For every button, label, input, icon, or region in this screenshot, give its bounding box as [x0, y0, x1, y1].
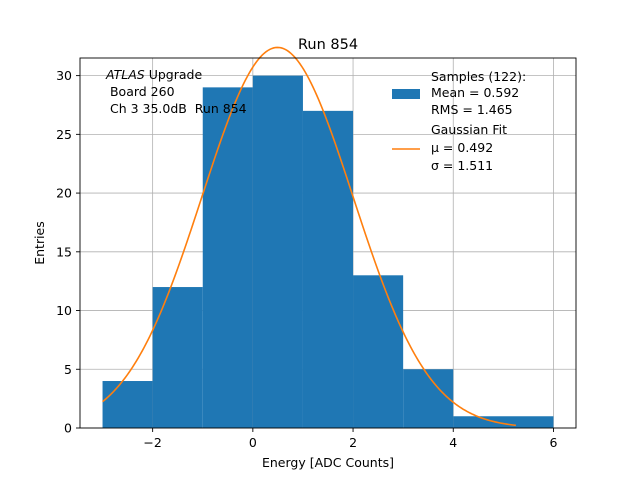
histogram-bar	[103, 381, 153, 428]
legend-samples-rms: RMS = 1.465	[431, 102, 513, 117]
x-tick-label: −2	[143, 435, 161, 450]
histogram-chart: Run 854 −2 0 2 4 6 0 5 10 15 20 25 30 Energy [ADC …	[0, 0, 640, 480]
y-tick-label: 10	[56, 303, 72, 318]
y-axis-label: Entries	[32, 221, 47, 265]
x-tick-label: 6	[549, 435, 557, 450]
annotation-line-2: Board 260	[106, 84, 175, 99]
legend-fit-title: Gaussian Fit	[431, 122, 507, 137]
histogram-bar	[303, 111, 353, 428]
histogram-bar	[403, 369, 453, 428]
y-tick-label: 20	[56, 186, 72, 201]
y-tick-label: 15	[56, 244, 72, 259]
legend-fit-mu: μ = 0.492	[431, 140, 493, 155]
histogram-bar	[353, 275, 403, 428]
legend-samples-mean: Mean = 0.592	[431, 85, 519, 100]
histogram-bar	[253, 76, 303, 428]
legend-fit-sigma: σ = 1.511	[431, 158, 493, 173]
legend-samples-swatch	[392, 89, 420, 99]
annotation-line-1: ATLAS Upgrade	[105, 67, 202, 82]
histogram-bar	[453, 416, 553, 428]
x-tick-label: 2	[349, 435, 357, 450]
x-tick-label: 4	[449, 435, 457, 450]
x-axis-label: Energy [ADC Counts]	[262, 455, 394, 470]
histogram-bar	[203, 87, 253, 428]
x-tick-label: 0	[249, 435, 257, 450]
y-tick-label: 5	[64, 362, 72, 377]
annotation-upgrade: Upgrade	[145, 67, 203, 82]
annotation-line-3: Ch 3 35.0dB Run 854	[106, 101, 247, 116]
y-tick-label: 0	[64, 421, 72, 436]
y-tick-label: 30	[56, 68, 72, 83]
histogram-bar	[153, 287, 203, 428]
chart-title: Run 854	[298, 37, 358, 53]
y-tick-label: 25	[56, 127, 72, 142]
annotation-atlas-italic: ATLAS	[105, 67, 145, 82]
legend-samples-title: Samples (122):	[431, 69, 526, 84]
